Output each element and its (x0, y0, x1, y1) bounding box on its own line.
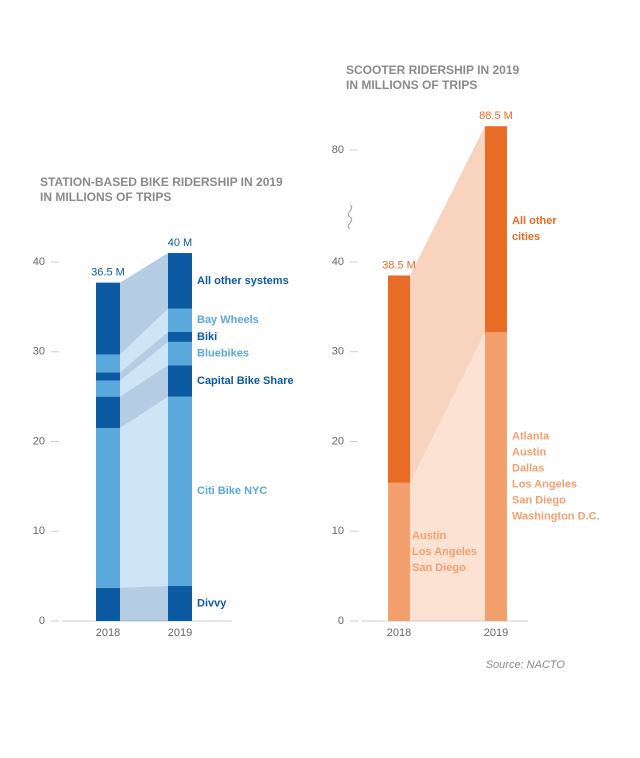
flow-band (410, 332, 485, 621)
y-tick-label: 30 (332, 346, 344, 358)
bar-segment (485, 126, 507, 333)
series-label: cities (512, 231, 540, 243)
series-label: Atlanta (512, 430, 550, 442)
series-label: Dallas (512, 462, 544, 474)
y-tick-label: 10 (332, 525, 344, 537)
y-tick-label: 40 (332, 256, 344, 268)
flow-band (120, 365, 168, 429)
flow-band (120, 341, 168, 397)
bar-segment (388, 275, 410, 483)
series-label: Los Angeles (512, 478, 577, 490)
bar-segment (168, 332, 192, 342)
total-label: 36.5 M (91, 267, 125, 279)
bar-segment (96, 380, 120, 397)
source: Source: NACTO (486, 659, 566, 671)
y-tick-label: 10 (33, 525, 45, 537)
chart-title: SCOOTER RIDERSHIP IN 2019 (346, 63, 519, 77)
series-label: Austin (512, 446, 547, 458)
series-label: San Diego (412, 562, 466, 574)
bar-segment (168, 585, 192, 621)
series-label: Bay Wheels (197, 314, 259, 326)
bar-segment (168, 308, 192, 333)
bar-segment (388, 482, 410, 621)
series-label: Los Angeles (412, 546, 477, 558)
total-label: 40 M (168, 237, 192, 249)
bar-segment (168, 253, 192, 309)
bar-segment (96, 282, 120, 355)
y-tick-label: 0 (39, 615, 45, 627)
x-tick-label: 2018 (387, 627, 411, 639)
y-tick-label: 40 (33, 256, 45, 268)
series-label: Washington D.C. (512, 510, 600, 522)
bar-segment (96, 428, 120, 588)
chart-title: IN MILLIONS OF TRIPS (346, 78, 477, 92)
series-label: Austin (412, 530, 447, 542)
series-label: Biki (197, 331, 217, 343)
series-label: All other systems (197, 275, 289, 287)
chart-title: STATION-BASED BIKE RIDERSHIP IN 2019 (40, 175, 283, 189)
bar-segment (168, 365, 192, 397)
series-label: Divvy (197, 597, 227, 609)
bar-segment (168, 396, 192, 586)
total-label: 38.5 M (382, 259, 416, 271)
bar-segment (96, 372, 120, 381)
series-label: All other (512, 215, 557, 227)
bar-segment (96, 587, 120, 621)
y-tick-label: 30 (33, 346, 45, 358)
bar-segment (96, 354, 120, 373)
flow-band (120, 332, 168, 381)
bar-segment (485, 332, 507, 621)
total-label: 88.5 M (479, 110, 513, 122)
flow-band (120, 396, 168, 588)
bar-segment (168, 341, 192, 366)
flow-band (410, 126, 485, 483)
axis-break (347, 204, 353, 230)
y-tick-label: 20 (33, 435, 45, 447)
bar-segment (96, 396, 120, 429)
y-tick-label: 80 (332, 144, 344, 156)
y-tick-label: 20 (332, 435, 344, 447)
flow-band (120, 585, 168, 621)
series-label: Capital Bike Share (197, 375, 294, 387)
series-label: San Diego (512, 494, 566, 506)
x-tick-label: 2019 (484, 627, 508, 639)
flow-band (120, 308, 168, 373)
chart-title: IN MILLIONS OF TRIPS (40, 190, 171, 204)
y-tick-label: 0 (338, 615, 344, 627)
flow-band (120, 253, 168, 355)
x-tick-label: 2018 (96, 627, 120, 639)
series-label: Bluebikes (197, 347, 249, 359)
series-label: Citi Bike NYC (197, 485, 267, 497)
x-tick-label: 2019 (168, 627, 192, 639)
